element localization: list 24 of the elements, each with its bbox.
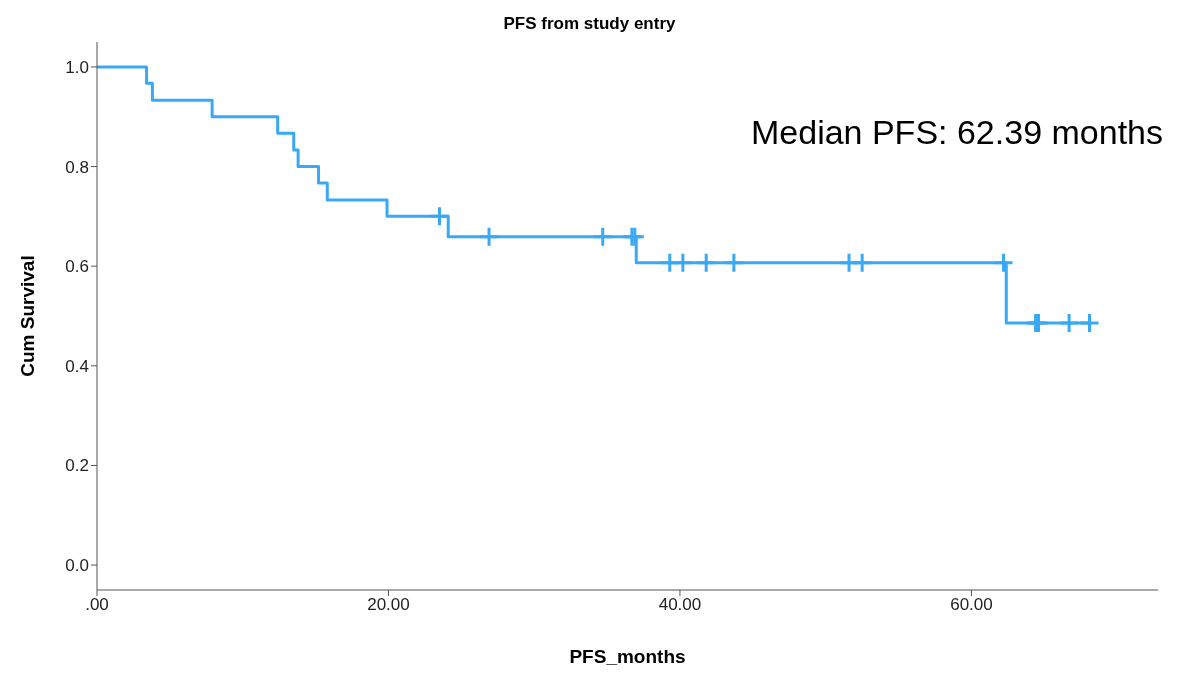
y-tick-label: 0.8 — [65, 157, 89, 177]
x-tick-label: .00 — [85, 595, 109, 615]
x-tick-label: 20.00 — [367, 595, 410, 615]
chart-title: PFS from study entry — [502, 14, 677, 34]
x-tick-label: 40.00 — [658, 595, 702, 615]
y-tick-label: 0.4 — [65, 356, 89, 376]
point — [697, 253, 716, 272]
point — [593, 227, 612, 246]
point — [1060, 313, 1079, 332]
point — [480, 227, 499, 246]
point — [430, 207, 449, 226]
y-tick-label: 0.6 — [65, 257, 89, 277]
y-tick-label: 0.2 — [65, 456, 89, 476]
point — [673, 253, 692, 272]
point — [853, 253, 872, 272]
annotation: Median PFS: 62.39 months — [750, 113, 1163, 152]
y-tick-label: 1.0 — [65, 57, 89, 77]
y-axis-title: Cum Survival — [17, 255, 39, 377]
point — [1080, 313, 1099, 332]
point — [724, 253, 743, 272]
y-tick-label: 0.0 — [65, 556, 89, 576]
x-tick-label: 60.00 — [950, 595, 993, 615]
x-axis-title: PFS_months — [568, 646, 687, 668]
point — [994, 253, 1013, 272]
